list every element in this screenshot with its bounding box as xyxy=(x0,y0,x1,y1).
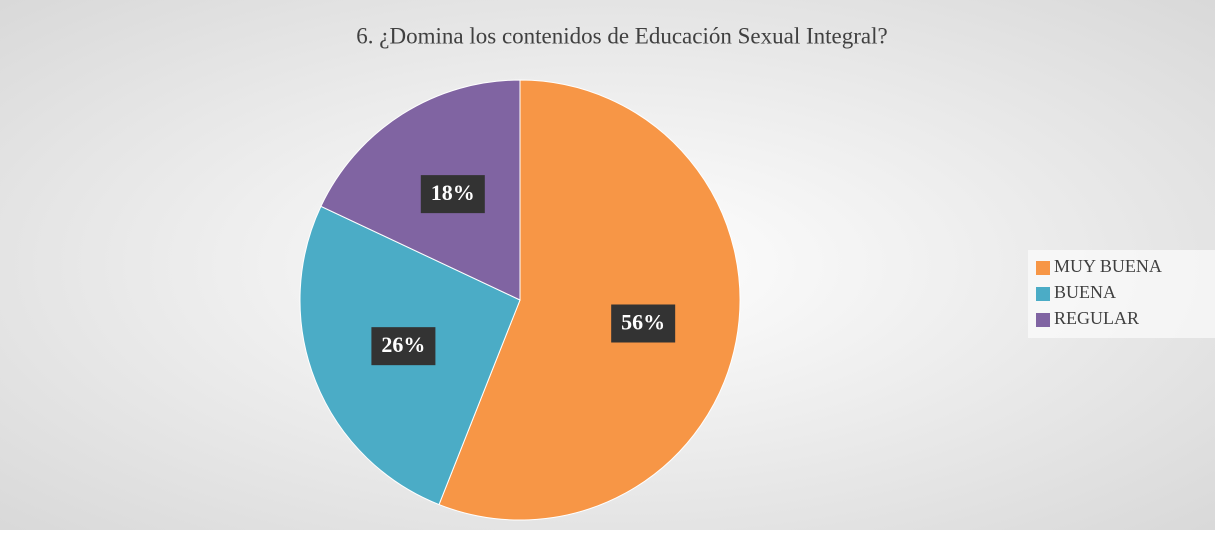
legend-swatch xyxy=(1036,313,1050,327)
pie-slice xyxy=(320,79,521,301)
legend-swatch xyxy=(1036,287,1050,301)
legend-box xyxy=(1028,250,1215,338)
legend-label: BUENA xyxy=(1054,282,1116,302)
label-box xyxy=(420,175,485,214)
label-box xyxy=(371,327,436,366)
data-label: 18% xyxy=(431,180,475,205)
pie-slice xyxy=(438,79,741,521)
data-label: 56% xyxy=(621,310,665,335)
data-label: 26% xyxy=(381,332,425,357)
legend-label: REGULAR xyxy=(1054,308,1139,328)
legend-label: MUY BUENA xyxy=(1054,256,1162,276)
chart-title: 6. ¿Domina los contenidos de Educación S… xyxy=(356,23,887,48)
label-box xyxy=(611,304,676,343)
legend-swatch xyxy=(1036,261,1050,275)
